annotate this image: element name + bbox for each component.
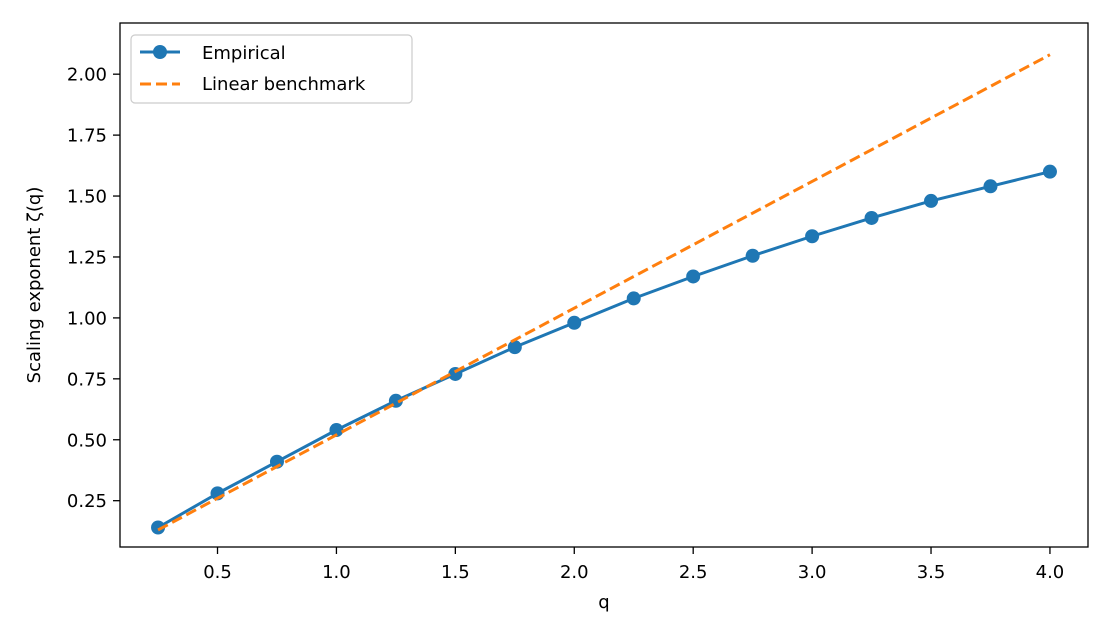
data-point-empirical xyxy=(745,248,760,263)
x-axis-label: q xyxy=(598,592,609,613)
data-point-empirical xyxy=(686,269,701,284)
data-point-empirical xyxy=(329,423,344,438)
x-tick-label: 2.0 xyxy=(560,562,589,583)
x-tick-label: 3.5 xyxy=(917,562,946,583)
axes: 0.5 1.0 1.5 2.0 2.5 3.0 3.5 4.0 0.25 0.50 0.75 1.00… xyxy=(67,22,1089,583)
series-line-linear-benchmark xyxy=(157,53,1051,532)
data-point-empirical xyxy=(983,179,998,194)
x-tick-label: 1.5 xyxy=(441,562,470,583)
data-point-empirical xyxy=(567,315,582,330)
data-point-empirical xyxy=(626,291,641,306)
y-tick-label: 1.00 xyxy=(67,308,107,329)
data-point-empirical xyxy=(924,193,939,208)
legend-label-empirical: Empirical xyxy=(202,43,286,64)
y-tick-label: 0.75 xyxy=(67,369,107,390)
data-point-empirical xyxy=(1042,164,1057,179)
legend-marker-empirical xyxy=(153,45,167,59)
series-line-empirical xyxy=(156,170,1052,529)
axes-frame xyxy=(119,22,1089,548)
x-tick-label: 4.0 xyxy=(1036,562,1065,583)
x-tick-label: 2.5 xyxy=(679,562,708,583)
data-point-empirical xyxy=(151,520,166,535)
data-point-empirical xyxy=(805,229,820,244)
legend-label-linear-benchmark: Linear benchmark xyxy=(202,74,366,95)
legend-box xyxy=(130,34,413,104)
y-tick-label: 0.25 xyxy=(67,491,107,512)
x-tick-label: 0.5 xyxy=(203,562,232,583)
y-tick-label: 1.50 xyxy=(67,187,107,208)
data-point-empirical xyxy=(864,210,879,225)
y-tick-label: 1.75 xyxy=(67,126,107,147)
y-tick-label: 1.25 xyxy=(67,247,107,268)
x-tick-label: 3.0 xyxy=(798,562,827,583)
y-tick-label: 2.00 xyxy=(67,65,107,86)
y-tick-label: 0.50 xyxy=(67,430,107,451)
y-axis-label: Scaling exponent ζ(q) xyxy=(24,187,45,384)
plot-area xyxy=(151,53,1057,535)
data-point-empirical xyxy=(507,340,522,355)
legend: Empirical Linear benchmark xyxy=(130,34,413,104)
x-tick-label: 1.0 xyxy=(322,562,351,583)
